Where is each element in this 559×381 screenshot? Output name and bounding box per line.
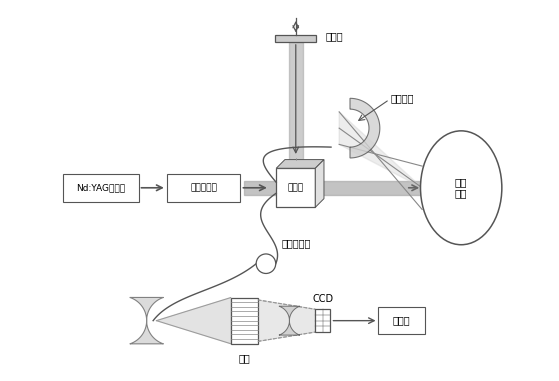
Circle shape <box>256 254 276 274</box>
Text: 光栅: 光栅 <box>238 354 250 363</box>
Polygon shape <box>339 112 422 188</box>
Polygon shape <box>279 306 300 335</box>
FancyBboxPatch shape <box>315 309 330 332</box>
FancyBboxPatch shape <box>378 307 425 334</box>
FancyBboxPatch shape <box>63 174 139 202</box>
Text: 光纤转换: 光纤转换 <box>391 93 414 103</box>
Text: 等离
子体: 等离 子体 <box>455 177 467 199</box>
Polygon shape <box>130 298 163 344</box>
Text: 光纤偶合器: 光纤偶合器 <box>281 238 310 248</box>
Text: 分光器: 分光器 <box>288 183 304 192</box>
FancyBboxPatch shape <box>276 35 316 42</box>
Polygon shape <box>276 160 324 168</box>
Polygon shape <box>244 181 422 195</box>
Polygon shape <box>157 298 231 344</box>
Polygon shape <box>315 160 324 207</box>
Polygon shape <box>350 98 380 158</box>
FancyBboxPatch shape <box>231 298 258 344</box>
Text: 带宽调制器: 带宽调制器 <box>190 183 217 192</box>
Text: 计算机: 计算机 <box>393 315 410 326</box>
Text: 参考镜: 参考镜 <box>325 31 343 41</box>
FancyBboxPatch shape <box>276 168 315 207</box>
Ellipse shape <box>420 131 502 245</box>
Text: CCD: CCD <box>312 294 334 304</box>
Polygon shape <box>258 300 315 341</box>
Polygon shape <box>288 42 303 160</box>
FancyBboxPatch shape <box>167 174 240 202</box>
Text: Nd:YAG激光器: Nd:YAG激光器 <box>76 183 125 192</box>
